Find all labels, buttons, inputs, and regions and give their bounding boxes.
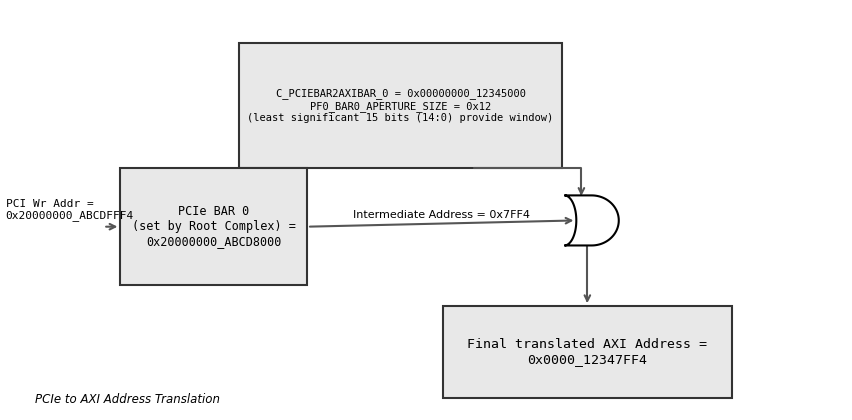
Text: Final translated AXI Address =
0x0000_12347FF4: Final translated AXI Address = 0x0000_12… — [468, 338, 707, 366]
Text: PCIe BAR 0
(set by Root Complex) =
0x20000000_ABCD8000: PCIe BAR 0 (set by Root Complex) = 0x200… — [132, 205, 296, 248]
FancyBboxPatch shape — [239, 43, 561, 168]
Polygon shape — [564, 195, 619, 245]
Text: PCIe to AXI Address Translation: PCIe to AXI Address Translation — [35, 393, 221, 406]
FancyBboxPatch shape — [120, 168, 307, 285]
FancyBboxPatch shape — [443, 306, 732, 398]
Text: Intermediate Address = 0x7FF4: Intermediate Address = 0x7FF4 — [354, 210, 530, 220]
Text: PCI Wr Addr =
0x20000000_ABCDFFF4: PCI Wr Addr = 0x20000000_ABCDFFF4 — [6, 199, 134, 221]
Text: C_PCIEBAR2AXIBAR_0 = 0x00000000_12345000
PF0_BAR0_APERTURE_SIZE = 0x12
(least si: C_PCIEBAR2AXIBAR_0 = 0x00000000_12345000… — [247, 88, 554, 123]
